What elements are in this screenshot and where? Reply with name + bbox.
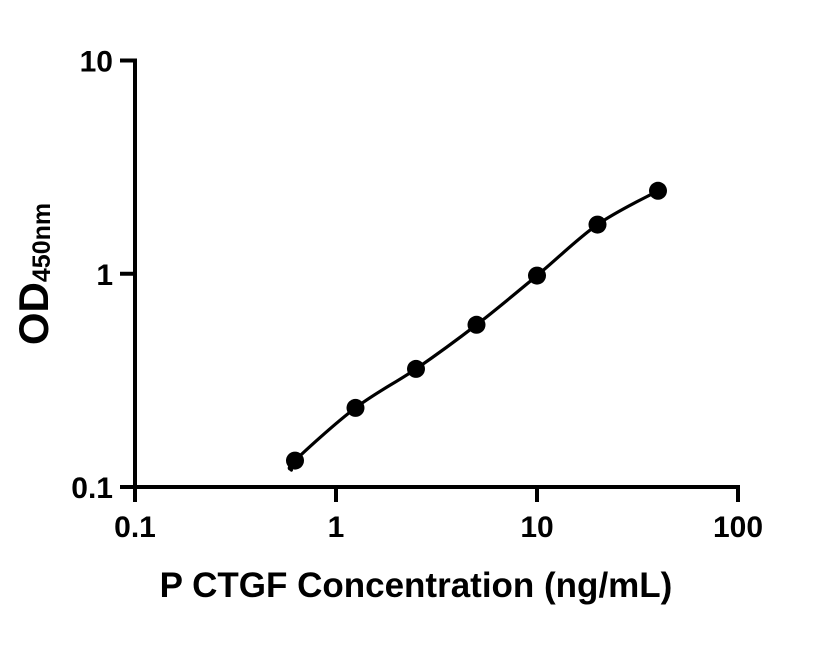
data-points-group (286, 181, 667, 470)
axes (133, 58, 740, 489)
axis-ticks (120, 58, 740, 502)
data-point (588, 215, 607, 234)
x-tick-label: 1 (328, 511, 345, 544)
y-axis-title-subscript: 450nm (28, 203, 56, 282)
x-tick-label: 0.1 (114, 511, 156, 544)
data-point (346, 398, 365, 417)
x-axis-title: P CTGF Concentration (ng/mL) (160, 566, 673, 605)
y-tick-label: 1 (96, 259, 113, 292)
x-tick-label: 100 (713, 511, 763, 544)
tick-labels: 0.1 1 10 100 0.1 1 10 (71, 46, 763, 545)
x-tick-label: 10 (520, 511, 553, 544)
data-point (407, 359, 425, 378)
y-axis-title: OD450nm (10, 203, 57, 345)
data-point (528, 266, 546, 285)
y-tick-label: 0.1 (71, 472, 113, 505)
y-tick-label: 10 (80, 46, 113, 79)
data-point (286, 451, 304, 470)
y-axis-title-main: OD (10, 282, 57, 345)
data-point (649, 181, 667, 200)
data-point (467, 315, 486, 334)
